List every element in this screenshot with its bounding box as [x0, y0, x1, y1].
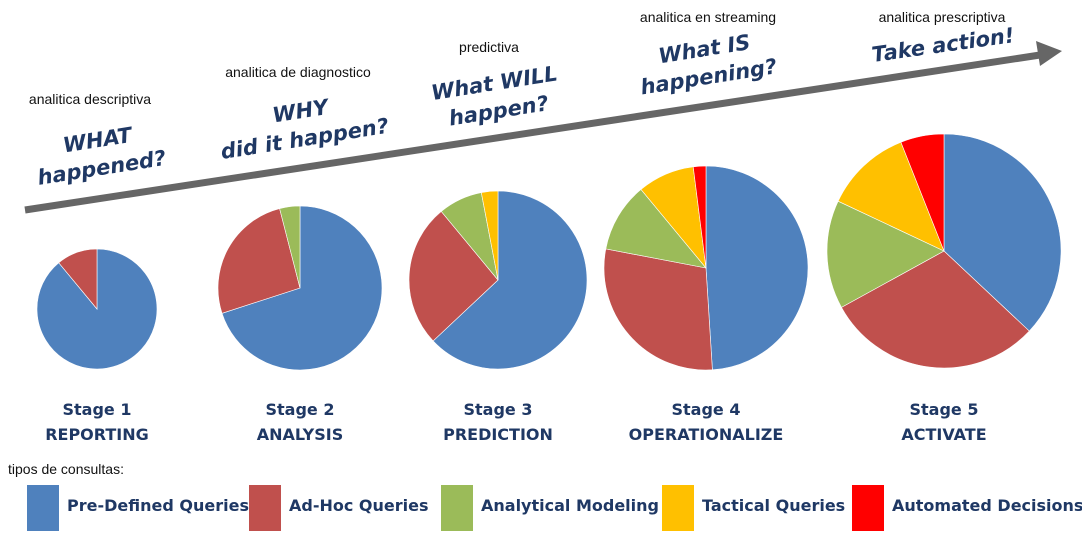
pie-5-slice-tactical-queries [837, 141, 945, 252]
pie-5-slice-analytical-modeling [826, 200, 945, 308]
legend-label: Automated Decisions [892, 496, 1082, 515]
pie-stage-1 [36, 248, 158, 370]
stage-2-subtitle: analitica de diagnostico [225, 64, 371, 80]
pie-5-slice-automated-decisions [900, 133, 945, 252]
pie-4-slice-pre-defined-queries [705, 165, 809, 371]
stage-4-subtitle: analitica en streaming [640, 9, 776, 25]
pie-stage-4 [603, 165, 809, 371]
pie-4-slice-analytical-modeling [605, 188, 707, 269]
legend-item-pre-defined-queries: Pre-Defined Queries [27, 485, 249, 531]
stage-4-heading: analitica en streaming What IS happening… [639, 9, 779, 99]
pie-1-slice-ad-hoc-queries [58, 248, 98, 310]
progress-arrow-head [1036, 41, 1062, 66]
pie-charts [36, 133, 1062, 371]
stage-5-subtitle: analitica prescriptiva [879, 9, 1006, 25]
stage-labels: Stage 1 REPORTING Stage 2 ANALYSIS Stage… [45, 400, 986, 444]
pie-2-slice-pre-defined-queries [221, 205, 383, 371]
stage-2-number: Stage 2 [266, 400, 335, 419]
stage-1-heading: analitica descriptiva WHAT happened? [29, 91, 168, 190]
pie-stage-2 [217, 205, 383, 371]
legend-label: Analytical Modeling [481, 496, 659, 515]
legend-item-automated-decisions: Automated Decisions [852, 485, 1082, 531]
pie-5-slice-ad-hoc-queries [841, 250, 1030, 369]
stage-1-number: Stage 1 [63, 400, 132, 419]
legend-swatch [662, 485, 694, 531]
pie-3-slice-pre-defined-queries [432, 190, 588, 370]
legend-item-ad-hoc-queries: Ad-Hoc Queries [249, 485, 429, 531]
pie-stage-5 [826, 133, 1062, 369]
legend-label: Pre-Defined Queries [67, 496, 249, 515]
legend-item-tactical-queries: Tactical Queries [662, 485, 845, 531]
pie-2-slice-ad-hoc-queries [217, 208, 301, 314]
pie-3-slice-tactical-queries [480, 190, 499, 281]
legend-swatch [27, 485, 59, 531]
legend-swatch [852, 485, 884, 531]
legend-item-analytical-modeling: Analytical Modeling [441, 485, 659, 531]
stage-2-name: ANALYSIS [257, 425, 343, 444]
stage-5-heading: analitica prescriptiva Take action! [870, 9, 1016, 67]
pie-4-slice-ad-hoc-queries [603, 248, 713, 371]
progress-arrow-shaft [24, 51, 1041, 214]
stage-3-heading: predictiva What WILL happen? [430, 39, 560, 131]
pie-2-slice-analytical-modeling [279, 205, 301, 289]
stage-5-name: ACTIVATE [901, 425, 986, 444]
stage-3-name: PREDICTION [443, 425, 553, 444]
legend-swatch [441, 485, 473, 531]
stage-2-question-line-1: WHY [271, 95, 332, 128]
pie-3-slice-ad-hoc-queries [408, 210, 499, 342]
pie-4-slice-automated-decisions [692, 165, 707, 269]
legend-label: Ad-Hoc Queries [289, 496, 429, 515]
legend-title: tipos de consultas: [8, 461, 124, 477]
stage-3-number: Stage 3 [464, 400, 533, 419]
stage-2-heading: analitica de diagnostico WHY did it happ… [219, 64, 390, 164]
progress-arrow [24, 41, 1062, 214]
stage-4-number: Stage 4 [672, 400, 741, 419]
legend: tipos de consultas: Pre-Defined Queries A… [8, 461, 1082, 531]
pie-5-slice-pre-defined-queries [943, 133, 1062, 332]
stage-1-name: REPORTING [45, 425, 149, 444]
pie-stage-3 [408, 190, 588, 370]
legend-swatch [249, 485, 281, 531]
stage-1-question-line-2: happened? [36, 146, 168, 190]
stage-4-name: OPERATIONALIZE [629, 425, 784, 444]
stage-5-number: Stage 5 [910, 400, 979, 419]
stage-3-subtitle: predictiva [459, 39, 519, 55]
legend-label: Tactical Queries [702, 496, 845, 515]
stage-1-subtitle: analitica descriptiva [29, 91, 151, 107]
